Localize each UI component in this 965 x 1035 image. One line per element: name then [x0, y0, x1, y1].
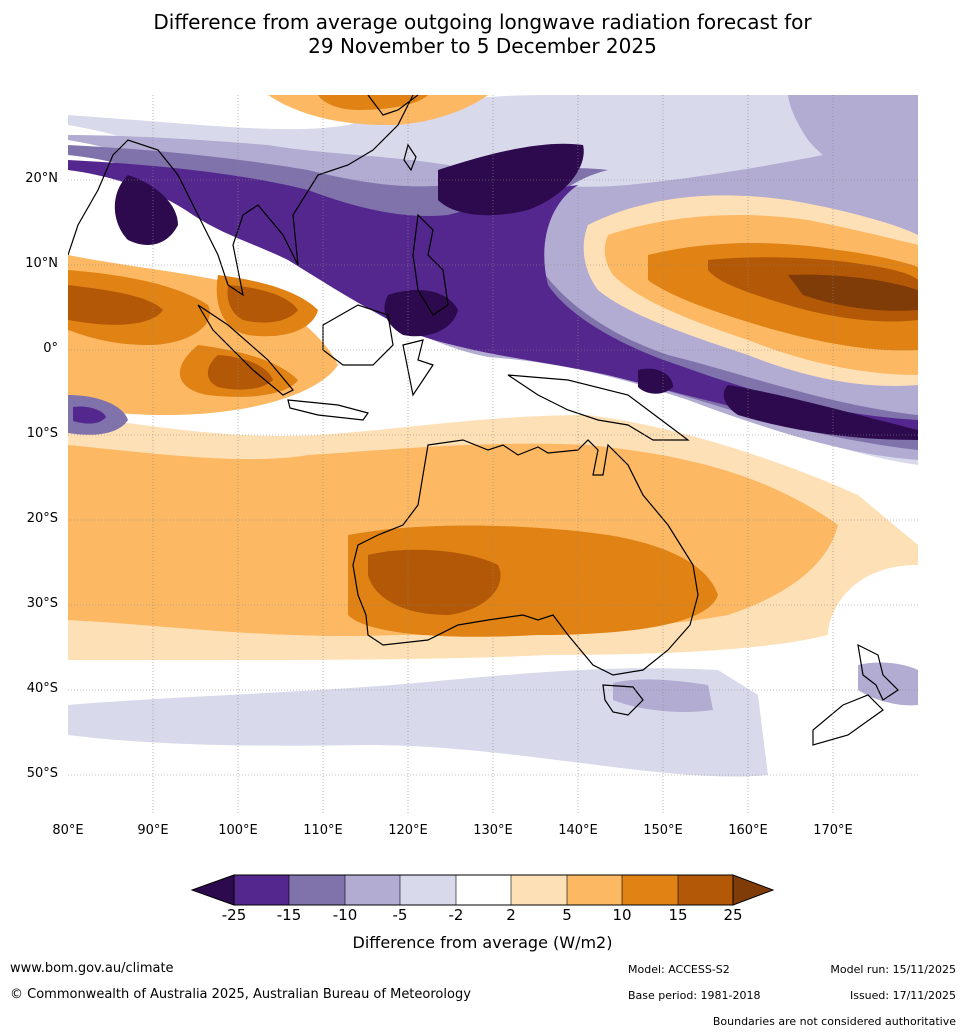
coastline-tasmania: [602, 684, 644, 716]
lat-label-50s: 50°S: [26, 766, 58, 781]
coastline-borneo: [322, 304, 394, 366]
lon-label-130e: 130°E: [473, 823, 513, 838]
colorbar-tick-25: 25: [723, 906, 743, 924]
colorbar-bin-2: [289, 875, 345, 905]
colorbar-tick-minus2: -2: [448, 906, 464, 924]
colorbar-bin-6: [511, 875, 567, 905]
colorbar-tick-minus25: -25: [221, 906, 247, 924]
lon-label-140e: 140°E: [558, 823, 598, 838]
lon-label-100e: 100°E: [218, 823, 258, 838]
colorbar-bin-4: [400, 875, 456, 905]
colorbar-extend-low: [190, 874, 235, 906]
olr-anomaly-map: [68, 95, 918, 815]
coastline-philippines: [412, 213, 449, 316]
model-label: Model: ACCESS-S2: [628, 963, 730, 976]
coastline-japan: [367, 95, 419, 116]
lon-label-110e: 110°E: [303, 823, 343, 838]
colorbar-bin-3: [345, 875, 400, 905]
colorbar-bin-1: [234, 875, 289, 905]
map-title: Difference from average outgoing longwav…: [0, 10, 965, 58]
colorbar-tick-minus10: -10: [332, 906, 358, 924]
coastline-new-zealand: [812, 643, 899, 746]
lat-label-10s: 10°S: [26, 426, 58, 441]
map-gridlines: [68, 95, 918, 815]
model-run-label: Model run: 15/11/2025: [830, 963, 956, 976]
colorbar-tick-10: 10: [612, 906, 632, 924]
colorbar-tick-minus15: -15: [276, 906, 302, 924]
coastline-sumatra: [197, 304, 294, 396]
lon-label-80e: 80°E: [52, 823, 84, 838]
lon-label-170e: 170°E: [813, 823, 853, 838]
issued-label: Issued: 17/11/2025: [849, 989, 956, 1002]
coastline-taiwan: [403, 143, 417, 172]
lon-label-90e: 90°E: [137, 823, 169, 838]
website-link[interactable]: www.bom.gov.au/climate: [10, 961, 174, 976]
lat-label-20s: 20°S: [26, 511, 58, 526]
anomaly-region-southern-ocean: [68, 668, 768, 777]
lat-label-20n: 20°N: [25, 171, 58, 186]
coastline-sulawesi: [402, 339, 434, 397]
title-line-1: Difference from average outgoing longwav…: [153, 10, 812, 34]
coastline-new-guinea: [507, 374, 690, 441]
colorbar-title: Difference from average (W/m2): [352, 933, 613, 952]
coastline-java: [287, 399, 369, 421]
colorbar-bin-5: [456, 875, 511, 905]
lon-label-150e: 150°E: [643, 823, 683, 838]
colorbar: [190, 874, 775, 906]
colorbar-tick-5: 5: [562, 906, 572, 924]
copyright-text: © Commonwealth of Australia 2025, Austra…: [10, 987, 471, 1002]
colorbar-bin-7: [567, 875, 622, 905]
colorbar-tick-15: 15: [668, 906, 688, 924]
lat-label-30s: 30°S: [26, 596, 58, 611]
lat-label-10n: 10°N: [25, 256, 58, 271]
lat-label-40s: 40°S: [26, 681, 58, 696]
lon-label-160e: 160°E: [728, 823, 768, 838]
colorbar-extend-high: [732, 874, 775, 906]
title-line-2: 29 November to 5 December 2025: [308, 34, 657, 58]
disclaimer-text: Boundaries are not considered authoritat…: [712, 1015, 956, 1028]
colorbar-tick-minus5: -5: [392, 906, 408, 924]
lon-label-120e: 120°E: [388, 823, 428, 838]
lat-label-equator: 0°: [43, 341, 58, 356]
colorbar-tick-2: 2: [506, 906, 516, 924]
colorbar-bin-8: [622, 875, 678, 905]
base-period-label: Base period: 1981-2018: [628, 989, 761, 1002]
colorbar-bin-9: [678, 875, 733, 905]
